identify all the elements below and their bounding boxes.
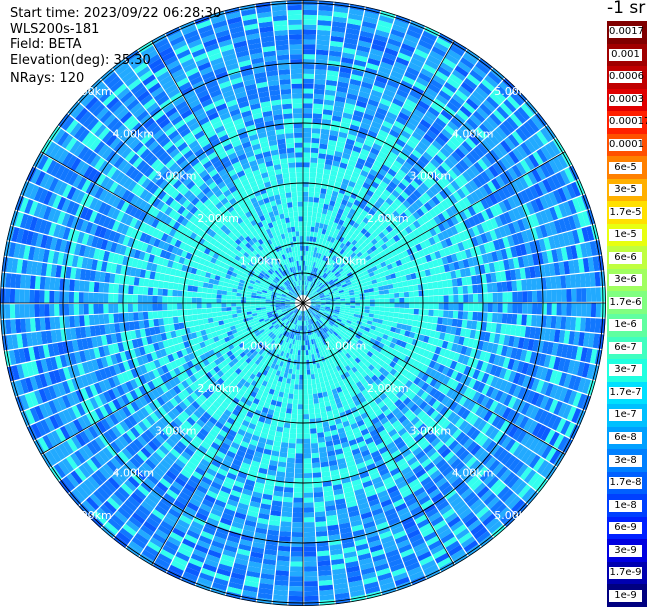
range-label: 4.00km [452,467,494,480]
colorbar-tick-label: 0.00017 [609,116,647,129]
range-ring [62,62,544,544]
colorbar-tick-label: 6e-6 [609,251,642,264]
azimuth-spoke [302,40,455,304]
colorbar-tick-label: 0.0001 [609,138,644,151]
colorbar-tick-label: 6e-7 [609,341,642,354]
colorbar-tick-label: 3e-7 [609,364,642,377]
colorbar-tick-label: 6e-9 [609,522,642,535]
colorbar-tick-label: 1e-6 [609,319,642,332]
range-label: 5.00km [70,509,112,522]
colorbar-tick-label: 1.7e-6 [609,296,642,309]
colorbar-tick-label: 3e-5 [609,184,642,197]
azimuth-spoke [302,302,566,455]
range-label: 4.00km [113,127,155,140]
azimuth-spoke [302,151,566,304]
azimuth-spoke [151,40,304,304]
range-label: 5.00km [494,509,536,522]
colorbar-tick-label: 1.7e-7 [609,386,642,399]
colorbar-tick-label: 1e-7 [609,409,642,422]
colorbar-tick-label: 1e-8 [609,499,642,512]
colorbar-tick-label: 6e-5 [609,161,642,174]
range-label: 4.00km [452,127,494,140]
range-ring [242,242,364,364]
start-time-label: Start time: 2023/09/22 06:28:30 [10,6,222,21]
range-label: 4.00km [113,467,155,480]
range-label: 5.00km [70,85,112,98]
colorbar-tick-label: 1.7e-9 [609,567,642,580]
colorbar-tick-label: 0.0003 [609,93,644,106]
range-ring [2,2,604,604]
colorbar-tick-label: 3e-9 [609,544,642,557]
range-ring [122,122,484,484]
nrays-label: NRays: 120 [10,71,85,86]
range-label: 3.00km [155,424,197,437]
range-label: 1.00km [325,339,367,352]
azimuth-spoke [151,302,304,566]
range-ring [182,182,424,424]
colorbar-tick-label: 1.7e-8 [609,477,642,490]
range-label: 5.00km [494,85,536,98]
range-label: 2.00km [197,382,239,395]
colorbar-tick-label: 3e-6 [609,274,642,287]
azimuth-spoke [40,151,304,304]
colorbar-tick-label: 3e-8 [609,454,642,467]
colorbar-tick-label: 0.0017 [609,26,644,39]
range-label: 1.00km [325,255,367,268]
range-label: 3.00km [409,170,451,183]
colorbar-tick-label: 0.001 [609,48,642,61]
colorbar-tick-label: 1.7e-5 [609,206,642,219]
colorbar-tick-label: 1e-9 [609,589,642,602]
range-ring [272,272,334,334]
range-label: 2.00km [197,212,239,225]
azimuth-spoke [40,302,304,455]
range-label: 2.00km [367,212,409,225]
colorbar-tick-label: 0.0006 [609,71,644,84]
range-label: 3.00km [155,170,197,183]
range-label: 2.00km [367,382,409,395]
range-label: 1.00km [240,339,282,352]
azimuth-spoke [302,302,455,566]
outer-ring [0,0,606,606]
radar-ppi-plot: 1.00km 1.00km 1.00km 1.00km 2.00km 2.00km 2.00… [0,0,606,606]
range-label: 3.00km [409,424,451,437]
colorbar-tick-label: 1e-5 [609,229,642,242]
instrument-label: WLS200s-181 [10,22,100,37]
range-label: 1.00km [240,255,282,268]
unit-label: -1 sr [607,0,646,18]
elevation-label: Elevation(deg): 35.30 [10,53,151,68]
field-label: Field: BETA [10,37,82,52]
colorbar-tick-label: 6e-8 [609,431,642,444]
